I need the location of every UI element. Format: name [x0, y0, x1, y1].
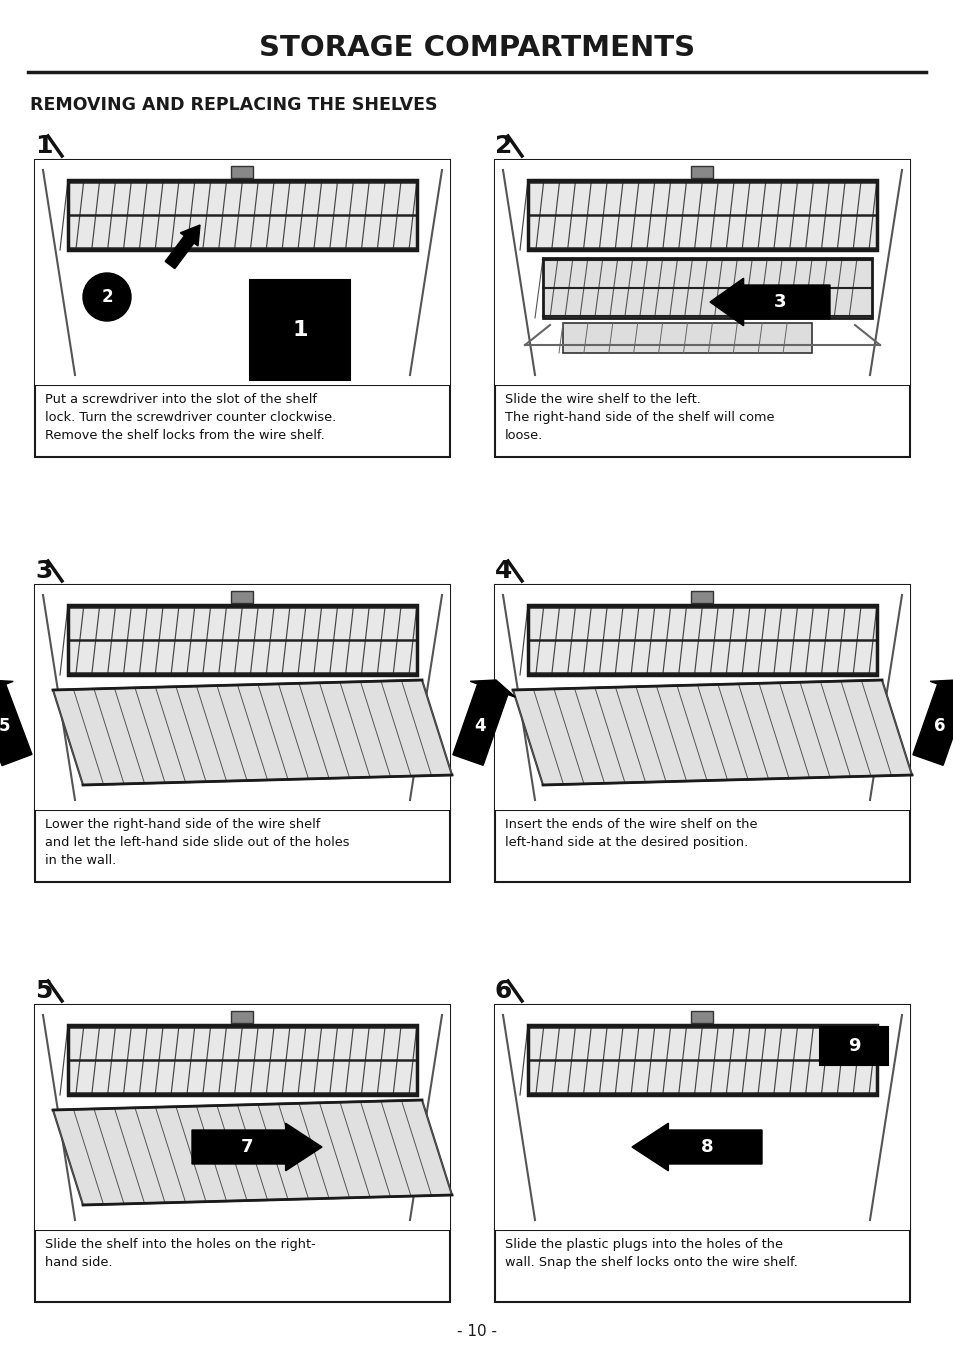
Text: 8: 8 — [700, 1138, 713, 1156]
Text: 6: 6 — [495, 979, 512, 1003]
Bar — [495, 585, 909, 810]
Bar — [820, 1027, 887, 1065]
Bar — [495, 1004, 909, 1230]
Bar — [35, 385, 450, 458]
Bar — [35, 810, 450, 882]
Text: 5: 5 — [35, 979, 52, 1003]
Bar — [68, 605, 416, 675]
Text: 2: 2 — [495, 134, 512, 158]
Bar — [527, 1025, 876, 1095]
Text: Insert the ends of the wire shelf on the
left-hand side at the desired position.: Insert the ends of the wire shelf on the… — [504, 818, 757, 849]
Text: 4: 4 — [474, 717, 485, 736]
FancyArrow shape — [631, 1123, 761, 1170]
Text: 7: 7 — [240, 1138, 253, 1156]
Polygon shape — [53, 680, 452, 784]
Bar — [690, 591, 712, 603]
Bar — [690, 166, 712, 178]
Text: 9: 9 — [847, 1037, 860, 1054]
Text: - 10 -: - 10 - — [456, 1324, 497, 1339]
Bar — [68, 605, 416, 675]
Bar — [35, 161, 450, 385]
Bar — [495, 810, 909, 882]
Text: REMOVING AND REPLACING THE SHELVES: REMOVING AND REPLACING THE SHELVES — [30, 96, 437, 113]
Text: Put a screwdriver into the slot of the shelf
lock. Turn the screwdriver counter : Put a screwdriver into the slot of the s… — [45, 393, 335, 441]
Text: 1: 1 — [35, 134, 52, 158]
FancyArrow shape — [192, 1123, 322, 1170]
FancyArrow shape — [912, 680, 953, 765]
Bar — [562, 323, 811, 352]
Text: 5: 5 — [0, 717, 10, 736]
Text: 6: 6 — [935, 809, 947, 828]
Bar — [68, 1025, 416, 1095]
Text: 3: 3 — [773, 293, 785, 310]
Bar — [690, 1011, 712, 1023]
Text: 4: 4 — [495, 559, 512, 583]
Bar — [35, 585, 450, 810]
Text: 2: 2 — [101, 288, 112, 306]
Bar — [68, 1025, 416, 1095]
Bar — [35, 1004, 450, 1230]
Bar — [231, 166, 253, 178]
Text: 1: 1 — [292, 320, 308, 340]
Bar — [250, 279, 350, 379]
Bar — [35, 1004, 450, 1230]
Bar — [35, 585, 450, 810]
Text: Lower the right-hand side of the wire shelf
and let the left-hand side slide out: Lower the right-hand side of the wire sh… — [45, 818, 349, 867]
Circle shape — [83, 273, 131, 321]
Bar — [231, 591, 253, 603]
Bar — [527, 180, 876, 250]
Bar — [542, 258, 871, 319]
FancyArrow shape — [0, 680, 32, 765]
Text: Slide the shelf into the holes on the right-
hand side.: Slide the shelf into the holes on the ri… — [45, 1238, 315, 1269]
Bar — [527, 605, 876, 675]
Text: 5: 5 — [1, 809, 13, 828]
Bar — [527, 605, 876, 675]
Polygon shape — [513, 680, 911, 784]
Bar — [527, 1025, 876, 1095]
FancyArrow shape — [709, 278, 829, 325]
Bar — [35, 1230, 450, 1301]
Bar — [231, 1011, 253, 1023]
Bar — [495, 161, 909, 385]
Bar — [542, 258, 871, 319]
Bar — [68, 180, 416, 250]
FancyArrow shape — [165, 225, 200, 269]
Bar — [495, 161, 909, 385]
Polygon shape — [53, 1100, 452, 1206]
Bar — [68, 180, 416, 250]
Text: 4: 4 — [476, 809, 488, 828]
Text: Slide the plastic plugs into the holes of the
wall. Snap the shelf locks onto th: Slide the plastic plugs into the holes o… — [504, 1238, 797, 1269]
Bar — [495, 1004, 909, 1230]
Bar — [495, 1230, 909, 1301]
FancyArrow shape — [453, 680, 515, 765]
Text: 6: 6 — [933, 717, 944, 736]
Text: STORAGE COMPARTMENTS: STORAGE COMPARTMENTS — [258, 34, 695, 62]
Text: 3: 3 — [35, 559, 52, 583]
Bar — [35, 161, 450, 385]
Bar — [495, 585, 909, 810]
Bar — [495, 385, 909, 458]
Text: Slide the wire shelf to the left.
The right-hand side of the shelf will come
loo: Slide the wire shelf to the left. The ri… — [504, 393, 774, 441]
Bar — [527, 180, 876, 250]
